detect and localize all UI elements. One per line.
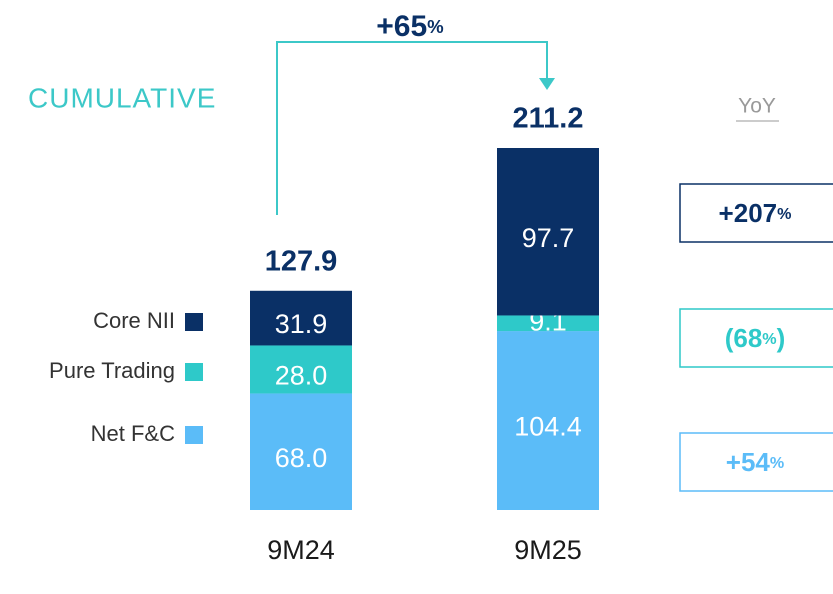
segment-label: 28.0 — [275, 361, 328, 391]
legend-label: Net F&C — [91, 421, 175, 446]
segment-label: 97.7 — [522, 223, 575, 253]
bar-segment — [497, 148, 599, 316]
segment-label: 68.0 — [275, 443, 328, 473]
yoy-label: +54% — [726, 447, 784, 477]
bar-total: 211.2 — [513, 103, 584, 135]
x-tick-label: 9M25 — [514, 535, 582, 565]
yoy-label: +207% — [719, 198, 792, 228]
bar-segment — [250, 345, 352, 394]
segment-label: 31.9 — [275, 309, 328, 339]
yoy-title: YoY — [738, 95, 776, 118]
legend-label: Core NII — [93, 308, 175, 333]
growth-arrow — [276, 41, 548, 215]
yoy-box — [679, 183, 833, 243]
growth-annotation: +65% — [376, 10, 444, 43]
legend-label: Pure Trading — [49, 358, 175, 383]
legend-swatch — [185, 363, 203, 381]
subtitle: CUMULATIVE — [28, 82, 216, 113]
bar-segment — [497, 315, 599, 332]
yoy-box — [679, 432, 833, 492]
legend-swatch — [185, 313, 203, 331]
bar-segment — [250, 290, 352, 346]
x-tick-label: 9M24 — [267, 535, 335, 565]
growth-arrow-head — [539, 78, 555, 90]
segment-label: 104.4 — [514, 412, 582, 442]
yoy-label: (68%) — [725, 323, 786, 353]
yoy-box — [679, 308, 833, 368]
bar-segment — [250, 393, 352, 510]
legend-swatch — [185, 426, 203, 444]
bar-total: 127.9 — [265, 245, 338, 277]
bar-segment — [497, 331, 599, 510]
